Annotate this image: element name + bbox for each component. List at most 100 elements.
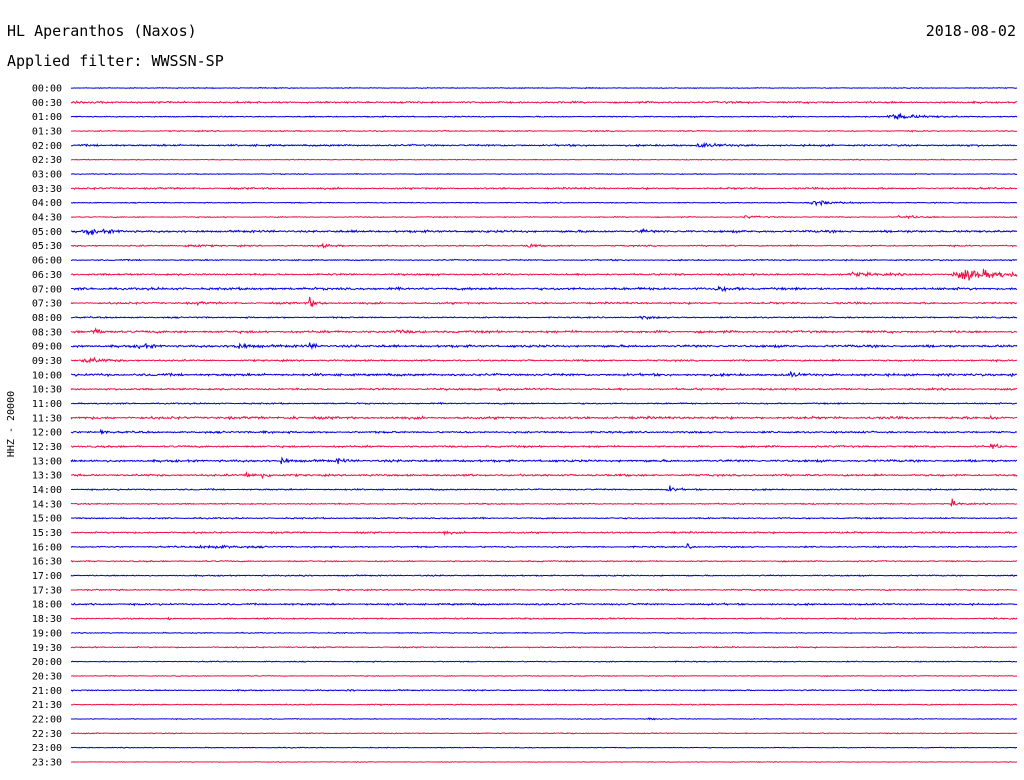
trace-line [71,690,1017,692]
time-tick-label: 13:00 [32,456,62,467]
time-tick-label: 16:00 [32,542,62,553]
trace-line [71,560,1017,561]
trace-line [71,287,1017,291]
time-tick-label: 19:30 [32,643,62,654]
trace-line [71,603,1017,605]
trace-line [71,416,1017,419]
trace-line [71,531,1017,534]
time-tick-label: 03:30 [32,184,62,195]
time-tick-label: 03:00 [32,170,62,181]
time-tick-label: 22:30 [32,729,62,740]
trace-line [71,544,1017,549]
time-tick-label: 09:00 [32,342,62,353]
trace-line [71,575,1017,577]
date-label: 2018-08-02 [926,22,1016,40]
time-tick-label: 01:00 [32,112,62,123]
trace-line [71,329,1017,333]
time-tick-label: 16:30 [32,557,62,568]
seismogram-traces [71,87,1017,762]
trace-line [71,358,1017,362]
trace-line [71,216,1017,219]
time-tick-labels: 00:00 00:30 01:00 01:30 02:00 02:30 03:00 03:30… [32,84,62,769]
trace-line [71,259,1017,261]
trace-line [71,632,1017,633]
trace-line [71,430,1017,433]
time-tick-label: 20:00 [32,657,62,668]
time-tick-label: 22:00 [32,714,62,725]
trace-line [71,187,1017,189]
time-tick-label: 17:00 [32,571,62,582]
trace-line [71,297,1017,307]
time-tick-label: 17:30 [32,585,62,596]
trace-line [71,87,1017,88]
trace-line [71,618,1017,620]
trace-line [71,733,1017,734]
trace-line [71,159,1017,160]
time-tick-label: 06:00 [32,256,62,267]
time-tick-label: 10:30 [32,385,62,396]
trace-line [71,661,1017,662]
time-tick-label: 18:30 [32,614,62,625]
trace-line [71,144,1017,147]
time-tick-label: 15:00 [32,514,62,525]
time-tick-label: 00:30 [32,98,62,109]
trace-line [71,762,1017,763]
time-tick-label: 21:30 [32,700,62,711]
trace-line [71,589,1017,591]
time-tick-label: 07:30 [32,299,62,310]
time-tick-label: 00:00 [32,84,62,95]
trace-line [71,444,1017,449]
trace-line [71,201,1017,205]
trace-line [71,130,1017,131]
trace-line [71,718,1017,720]
time-tick-label: 12:00 [32,428,62,439]
time-tick-label: 18:00 [32,600,62,611]
time-tick-label: 05:00 [32,227,62,238]
time-tick-label: 12:30 [32,442,62,453]
time-tick-label: 19:00 [32,628,62,639]
time-tick-label: 20:30 [32,671,62,682]
time-tick-label: 04:30 [32,213,62,224]
station-title: HL Aperanthos (Naxos) [7,22,197,40]
trace-line [71,229,1017,234]
trace-line [71,403,1017,405]
trace-line [71,316,1017,319]
time-tick-label: 09:30 [32,356,62,367]
time-tick-label: 13:30 [32,471,62,482]
trace-line [71,473,1017,478]
time-tick-label: 02:30 [32,155,62,166]
time-tick-label: 06:30 [32,270,62,281]
trace-line [71,704,1017,705]
time-tick-label: 02:00 [32,141,62,152]
time-tick-label: 04:00 [32,198,62,209]
trace-line [71,101,1017,103]
time-tick-label: 11:00 [32,399,62,410]
filter-subtitle: Applied filter: WWSSN-SP [7,52,224,70]
trace-line [71,114,1017,119]
trace-line [71,372,1017,376]
trace-line [71,499,1017,507]
trace-line [71,244,1017,247]
trace-line [71,675,1017,676]
trace-line [71,486,1017,491]
trace-line [71,747,1017,748]
time-tick-label: 05:30 [32,241,62,252]
trace-line [71,343,1017,349]
time-tick-label: 23:30 [32,757,62,768]
time-tick-label: 11:30 [32,413,62,424]
time-tick-label: 01:30 [32,127,62,138]
time-tick-label: 23:00 [32,743,62,754]
trace-line [71,517,1017,519]
trace-line [71,269,1017,281]
time-tick-label: 14:00 [32,485,62,496]
time-tick-label: 14:30 [32,499,62,510]
time-tick-label: 10:00 [32,370,62,381]
trace-line [71,647,1017,649]
time-tick-label: 08:00 [32,313,62,324]
time-tick-label: 15:30 [32,528,62,539]
trace-line [71,388,1017,391]
trace-line [71,174,1017,175]
time-tick-label: 08:30 [32,327,62,338]
y-axis-label: HHZ - 20000 [6,391,17,457]
